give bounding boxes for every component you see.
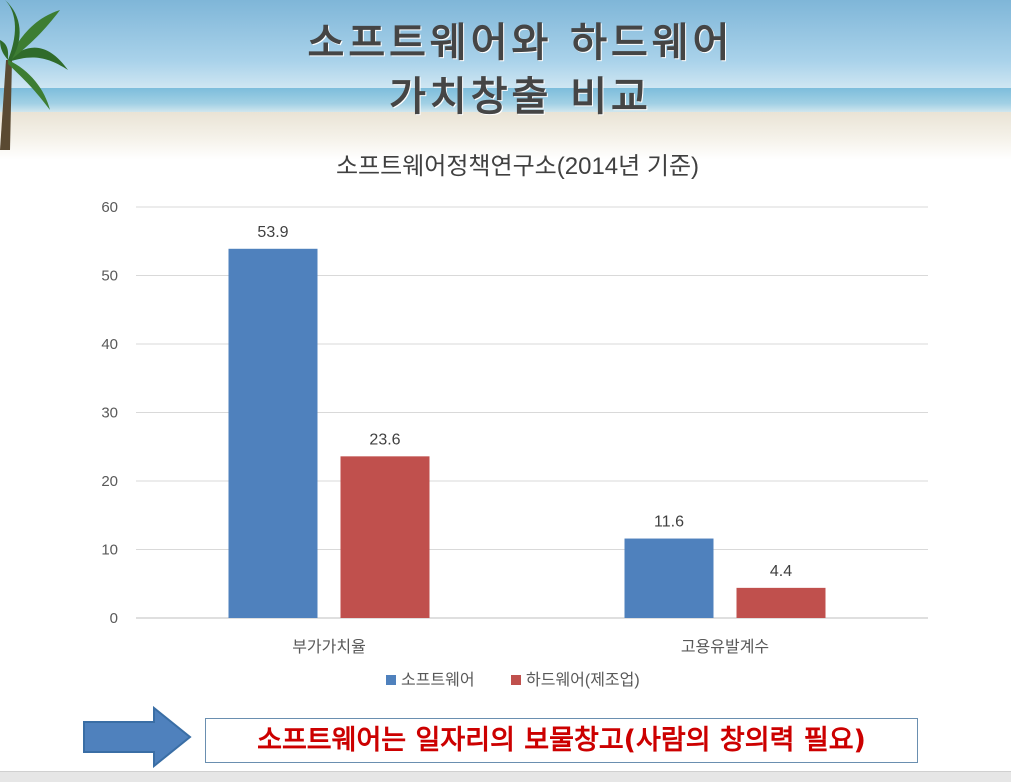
y-tick-label: 50 — [101, 268, 118, 285]
category-labels: 부가가치율 고용유발계수 — [292, 638, 769, 656]
beach-banner — [0, 0, 1011, 160]
y-axis-ticks: 0 10 20 30 40 50 60 — [101, 199, 118, 627]
category-label: 고용유발계수 — [681, 638, 769, 656]
footer-bar — [0, 771, 1011, 782]
legend-label: 하드웨어(제조업) — [526, 671, 640, 689]
bars — [228, 248, 826, 618]
category-label: 부가가치율 — [292, 638, 366, 656]
y-tick-label: 0 — [110, 610, 118, 627]
sea-band — [0, 88, 1011, 114]
bar — [624, 538, 714, 618]
bar — [228, 248, 318, 618]
bar — [340, 456, 430, 618]
data-label: 23.6 — [369, 431, 400, 448]
sand-band — [0, 112, 1011, 160]
y-tick-label: 30 — [101, 405, 118, 422]
callout-box: 소프트웨어는 일자리의 보물창고(사람의 창의력 필요) — [205, 718, 918, 763]
legend: 소프트웨어 하드웨어(제조업) — [386, 671, 640, 689]
y-tick-label: 10 — [101, 542, 118, 559]
legend-swatch — [511, 675, 521, 685]
data-labels: 53.9 23.6 11.6 4.4 — [257, 224, 792, 580]
right-arrow-icon — [83, 706, 192, 768]
y-tick-label: 20 — [101, 473, 118, 490]
slide-title-line2: 가치창출 비교 — [389, 74, 652, 120]
legend-swatch — [386, 675, 396, 685]
y-tick-label: 60 — [101, 199, 118, 216]
legend-label: 소프트웨어 — [401, 671, 475, 689]
chart-title: 소프트웨어정책연구소(2014년 기준) — [335, 153, 700, 180]
y-tick-label: 40 — [101, 336, 118, 353]
data-label: 4.4 — [770, 563, 792, 580]
data-label: 11.6 — [654, 514, 684, 531]
slide-title-line1: 소프트웨어와 하드웨어 — [307, 20, 734, 66]
palm-tree-icon — [0, 0, 68, 150]
data-label: 53.9 — [257, 224, 288, 241]
bar — [736, 587, 826, 618]
